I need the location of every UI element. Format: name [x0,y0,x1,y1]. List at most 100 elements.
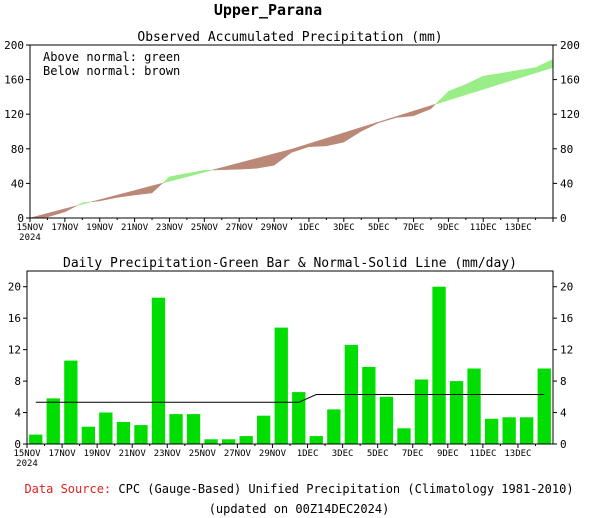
daily-precip-bar [257,415,271,444]
daily-precip-bar [414,379,429,444]
y-tick-label-left: 20 [8,281,21,294]
daily-precip-bar [116,422,131,444]
x-tick-label: 11DEC [469,449,496,459]
accumulated-difference-band [465,75,484,96]
daily-precip-bar [485,418,499,444]
x-tick-label: 1DEC [297,449,319,459]
accumulated-difference-band [29,213,48,219]
accumulated-difference-band [517,67,536,79]
x-tick-label: 27NOV [226,223,254,233]
x-tick-label: 21NOV [119,449,147,459]
y-tick-label-left: 80 [11,143,24,156]
chart-canvas: Upper_Parana Observed Accumulated Precip… [4,1,580,469]
x-tick-label: 5DEC [368,223,390,233]
accumulated-difference-band [500,70,519,85]
daily-precip-bar [222,439,236,444]
accumulated-difference-band [134,185,153,196]
accumulated-difference-band [483,73,501,90]
daily-precip-bar [327,409,341,444]
x-tick-label: 23NOV [154,449,182,459]
accumulated-difference-band [395,110,414,118]
daily-precip-bar [397,428,411,444]
x-tick-label: 15NOV [13,449,41,459]
x-tick-label: 5DEC [367,449,389,459]
x-tick-year-label: 2024 [16,459,38,469]
y-tick-label-right: 4 [560,407,567,420]
daily-precip-bar [292,392,306,444]
accumulated-difference-band [162,176,170,184]
accumulated-difference-band [204,169,213,173]
accumulated-difference-band [64,205,77,213]
updated-line: (updated on 00Z14DEC2024) [208,502,390,516]
y-tick-label-right: 80 [560,143,573,156]
daily-chart: Daily Precipitation-Green Bar & Normal-S… [8,256,574,469]
y-tick-label-right: 20 [560,281,573,294]
accumulated-difference-band [186,169,205,178]
x-tick-label: 9DEC [438,223,460,233]
daily-precip-bar [309,436,323,444]
x-tick-label: 25NOV [189,449,217,459]
accumulated-difference-band [326,132,345,147]
accumulated-difference-band [435,90,449,105]
accumulated-difference-band [91,199,100,202]
accumulated-difference-band [76,202,83,206]
daily-precip-bar [186,414,201,444]
x-tick-label: 13DEC [505,223,532,233]
x-tick-label: 19NOV [84,449,112,459]
y-tick-label-right: 160 [560,74,580,87]
daily-precip-bar [520,417,534,444]
accumulated-difference-band [116,190,135,198]
x-tick-label: 25NOV [191,223,219,233]
daily-precip-bar [379,396,394,444]
daily-precip-bar [449,381,464,444]
accumulated-chart: Observed Accumulated Precipitation (mm) … [4,30,580,243]
y-tick-label-right: 200 [560,39,580,52]
daily-precip-bar [204,439,218,444]
daily-precip-bar [467,368,481,444]
x-tick-year-label: 2024 [19,233,41,243]
daily-plot-area [29,286,551,444]
accumulated-difference-band [99,194,118,202]
x-tick-label: 7DEC [403,223,425,233]
y-tick-label-right: 8 [560,375,567,388]
annotation-below-normal: Below normal: brown [43,64,180,78]
accumulated-difference-band [291,143,310,153]
x-tick-label: 3DEC [332,449,354,459]
y-tick-label-right: 0 [560,438,567,451]
daily-precip-bar [99,412,113,444]
y-tick-label-left: 200 [4,39,24,52]
x-tick-label: 29NOV [261,223,289,233]
daily-precip-bar [81,426,95,444]
accumulated-difference-band [448,84,467,101]
data-source-text: CPC (Gauge-Based) Unified Precipitation … [118,482,574,496]
daily-precip-bar [239,436,253,444]
y-tick-label-right: 12 [560,344,573,357]
daily-precip-bar [46,398,60,444]
y-tick-label-left: 120 [4,108,24,121]
daily-precip-bar [134,425,148,444]
x-tick-label: 29NOV [259,449,287,459]
y-tick-label-left: 40 [11,177,24,190]
daily-precip-bar [274,327,288,444]
annotation-above-normal: Above normal: green [43,50,180,64]
x-tick-label: 17NOV [49,449,77,459]
daily-chart-title: Daily Precipitation-Green Bar & Normal-S… [63,256,517,271]
normal-precip-line [35,394,545,403]
accumulated-difference-band [47,208,66,218]
x-tick-label: 17NOV [51,223,79,233]
accumulated-difference-band [238,158,257,170]
y-tick-label-left: 16 [8,312,21,325]
y-tick-label-right: 16 [560,312,573,325]
page-title: Upper_Parana [214,1,322,19]
accumulated-difference-band [273,148,292,166]
daily-precip-bar [169,414,183,444]
x-tick-label: 27NOV [224,449,252,459]
x-tick-label: 19NOV [86,223,114,233]
accumulated-difference-band [308,137,327,147]
accumulated-difference-band [256,153,275,169]
y-tick-label-left: 0 [17,212,24,225]
x-tick-label: 23NOV [156,223,184,233]
